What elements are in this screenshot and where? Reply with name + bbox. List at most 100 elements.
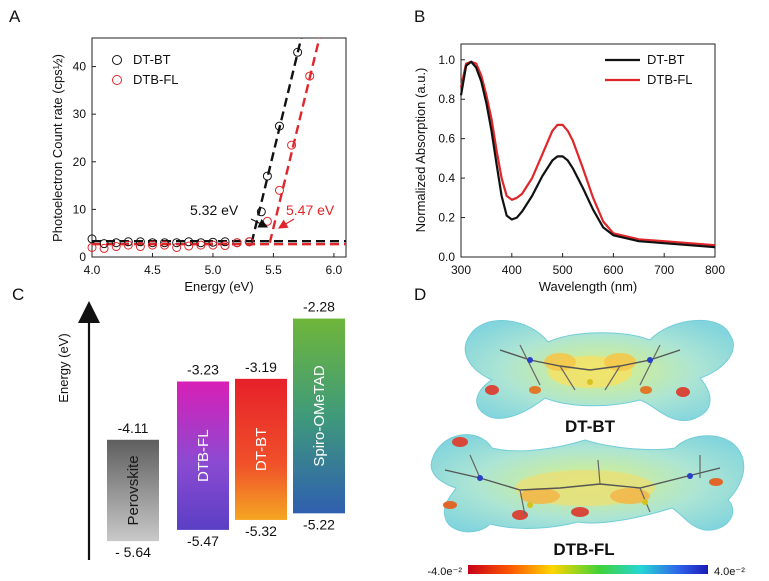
data-point-dtb-fl <box>147 240 157 250</box>
bar-label-dtb-fl: DTB-FL <box>195 429 212 482</box>
data-point-dtb-fl <box>135 242 145 252</box>
homo-label-spiro-ometad: -5.22 <box>303 516 335 532</box>
plot-b-y-tick-label: 0.4 <box>438 171 455 185</box>
panel-a-pesa-plot: 4.0 4.5 5.0 5.5 6.0 0 10 20 30 40 Energy (eV) Pho… <box>50 37 347 294</box>
data-point-dt-bt <box>184 237 194 247</box>
energy-bar-dtb-fl <box>177 381 229 530</box>
onset-label-dtb-fl: 5.47 eV <box>286 202 335 218</box>
bar-label-perovskite: Perovskite <box>125 455 142 525</box>
plot-a-x-tick-label: 5.5 <box>265 263 282 277</box>
molecule-label-dt-bt: DT-BT <box>565 417 616 436</box>
plot-a-legend: DT-BT DTB-FL <box>112 52 179 87</box>
colorbar-max-label: 4.0e⁻² <box>714 566 745 578</box>
data-point-dtb-fl <box>160 240 170 250</box>
data-point-dtb-fl <box>196 240 206 250</box>
data-point-dt-bt <box>111 238 121 248</box>
panel-b-absorption-plot: 300 400 500 600 700 800 0.0 0.2 0.4 0.6 0.8 1.0 Wav… <box>413 43 725 294</box>
lumo-label-dt-bt: -3.19 <box>245 359 277 375</box>
legend-label-dt-bt: DT-BT <box>133 52 171 67</box>
dtb-fl-esp-surface <box>430 434 745 533</box>
data-point-dt-bt <box>293 47 303 57</box>
data-point-dt-bt <box>160 238 170 248</box>
plot-a-y-tick-label: 30 <box>73 107 87 121</box>
onset-arrow-dt-bt <box>250 218 269 228</box>
bar-label-spiro-ometad: Spiro-OMeTAD <box>311 365 328 467</box>
legend-marker-dtb-fl <box>112 75 122 85</box>
data-point-dtb-fl <box>274 185 284 195</box>
panel-c-energy-diagram: Energy (eV) Perovskite -4.11 - 5.64 DTB-FL -… <box>56 299 345 560</box>
data-point-dtb-fl <box>208 240 218 250</box>
data-point-dt-bt <box>123 237 133 247</box>
plot-a-x-axis-label: Energy (eV) <box>184 279 253 294</box>
plot-a-x-tick-label: 6.0 <box>326 263 343 277</box>
legend-label-dtb-fl: DTB-FL <box>133 72 179 87</box>
plot-a-y-tick-label: 0 <box>79 250 86 264</box>
plot-a-x-tick-label: 4.0 <box>84 263 101 277</box>
data-point-dt-bt <box>256 207 266 217</box>
plot-b-y-tick-label: 1.0 <box>438 53 455 67</box>
plot-b-frame <box>460 43 716 258</box>
plot-b-y-tick-label: 0.6 <box>438 132 455 146</box>
panel-label-a: A <box>9 7 21 26</box>
lumo-label-perovskite: -4.11 <box>118 420 149 436</box>
plot-b-y-tick-label: 0.2 <box>438 211 455 225</box>
data-point-dtb-fl <box>111 242 121 252</box>
plot-b-x-tick-label: 500 <box>553 263 573 277</box>
data-point-dt-bt <box>196 238 206 248</box>
homo-label-perovskite: - 5.64 <box>115 544 151 560</box>
onset-arrow-dtb-fl <box>277 218 295 229</box>
series-line-dt-bt <box>459 60 716 249</box>
onset-fit-dt-bt <box>250 37 303 243</box>
data-point-dtb-fl <box>172 242 182 252</box>
plot-b-y-tick-label: 0.8 <box>438 92 455 106</box>
molecule-label-dtb-fl: DTB-FL <box>553 540 614 559</box>
data-point-dtb-fl <box>232 238 242 248</box>
data-point-dt-bt <box>208 237 218 247</box>
homo-label-dtb-fl: -5.47 <box>187 533 219 549</box>
plot-b-x-axis-label: Wavelength (nm) <box>539 279 638 294</box>
plot-a-y-axis-label: Photoelectron Count rate (cps½) <box>50 54 65 242</box>
plot-a-y-tick-label: 20 <box>73 155 87 169</box>
plot-b-x-tick-label: 300 <box>451 263 471 277</box>
data-point-dt-bt <box>262 171 272 181</box>
plot-a-x-tick-label: 4.5 <box>144 263 161 277</box>
series-line-dtb-fl <box>459 60 716 247</box>
panel-label-d: D <box>414 285 426 304</box>
panel-label-c: C <box>12 285 24 304</box>
lumo-label-dtb-fl: -3.23 <box>187 361 219 377</box>
data-point-dtb-fl <box>244 237 254 247</box>
panel-label-b: B <box>414 7 425 26</box>
data-point-dt-bt <box>172 238 182 248</box>
plot-a-frame <box>91 37 347 258</box>
bar-label-dt-bt: DT-BT <box>253 428 270 471</box>
data-point-dt-bt <box>274 121 284 131</box>
energy-bar-dt-bt <box>235 378 287 520</box>
data-point-dtb-fl <box>220 241 230 251</box>
data-point-dtb-fl <box>123 240 133 250</box>
legend-label-b-dt-bt: DT-BT <box>647 52 685 67</box>
data-point-dtb-fl <box>287 140 297 150</box>
plot-a-y-tick-label: 40 <box>73 60 87 74</box>
esp-colorbar <box>468 565 708 574</box>
data-point-dt-bt <box>220 237 230 247</box>
energy-bar-perovskite <box>107 439 159 542</box>
data-point-dtb-fl <box>184 241 194 251</box>
data-point-dt-bt <box>147 238 157 248</box>
panel-d-esp-maps: DT-BT DTB-FL -4.0e⁻² 4.0e⁻² <box>427 319 745 578</box>
homo-label-dt-bt: -5.32 <box>245 523 277 539</box>
plot-a-y-tick-label: 10 <box>73 202 87 216</box>
plot-b-x-tick-label: 400 <box>502 263 522 277</box>
onset-label-dt-bt: 5.32 eV <box>190 202 239 218</box>
data-point-dtb-fl <box>99 243 109 253</box>
plot-b-y-axis-label: Normalized Absorption (a.u.) <box>413 68 428 233</box>
data-point-dtb-fl <box>262 216 272 226</box>
legend-label-b-dtb-fl: DTB-FL <box>647 72 693 87</box>
data-point-dtb-fl <box>87 242 97 252</box>
plot-b-legend: DT-BT DTB-FL <box>605 52 693 87</box>
colorbar-min-label: -4.0e⁻² <box>427 566 462 578</box>
plot-b-x-tick-label: 700 <box>654 263 674 277</box>
data-point-dt-bt <box>87 234 97 244</box>
data-point-dt-bt <box>99 239 109 249</box>
plot-b-x-tick-label: 600 <box>603 263 623 277</box>
